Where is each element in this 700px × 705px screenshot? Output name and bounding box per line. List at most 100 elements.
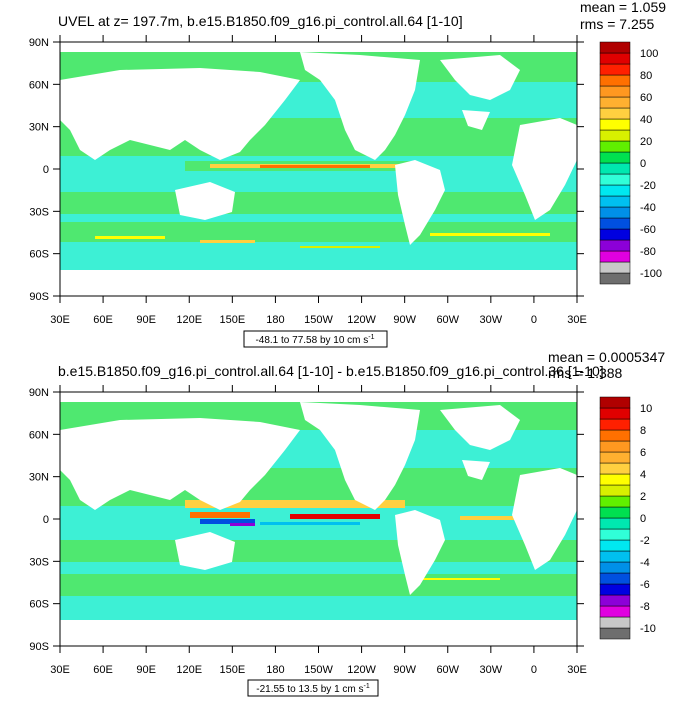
panel-1-range-box xyxy=(243,330,388,348)
panel-1-range-text: -48.1 to 77.58 by 10 cm s-1 xyxy=(255,334,374,346)
colorbar-bin xyxy=(599,107,631,120)
colorbar-bin xyxy=(599,506,631,519)
lat-label: 60N xyxy=(29,79,49,91)
lon-label: 120E xyxy=(176,664,202,676)
panel-1-title: UVEL at z= 197.7m, b.e15.B1850.f09_g16.p… xyxy=(58,13,463,29)
panel-2-title: b.e15.B1850.f09_g16.pi_control.all.64 [1… xyxy=(58,363,604,379)
colorbar-bin xyxy=(599,96,631,109)
colorbar-bin xyxy=(599,594,631,607)
colorbar-bin xyxy=(599,605,631,618)
lat-label: 60N xyxy=(29,429,49,441)
lon-label: 150E xyxy=(219,664,245,676)
lon-label: 120W xyxy=(347,314,376,326)
lon-label: 120W xyxy=(347,664,376,676)
colorbar-bin xyxy=(599,250,631,263)
lat-label: 60S xyxy=(29,599,49,611)
colorbar-label: 40 xyxy=(640,114,652,126)
colorbar-bin xyxy=(599,550,631,563)
colorbar-label: -40 xyxy=(640,202,656,214)
colorbar-label: 60 xyxy=(640,92,652,104)
lon-label: 30E xyxy=(567,664,587,676)
lat-label: 60S xyxy=(29,249,49,261)
colorbar-bin xyxy=(599,396,631,409)
lon-label: 150E xyxy=(219,314,245,326)
lon-label: 30W xyxy=(480,664,503,676)
colorbar-label: -60 xyxy=(640,224,656,236)
colorbar-bin xyxy=(599,462,631,475)
colorbar-label: -2 xyxy=(640,535,650,547)
colorbar-bin xyxy=(599,217,631,230)
colorbar-bin xyxy=(599,429,631,442)
colorbar-bin xyxy=(599,140,631,153)
colorbar-label: 2 xyxy=(640,491,646,503)
lon-label: 30E xyxy=(567,314,587,326)
colorbar-bin xyxy=(599,261,631,274)
lon-label: 180 xyxy=(266,314,284,326)
colorbar-bin xyxy=(599,440,631,453)
colorbar-bin xyxy=(599,583,631,596)
colorbar-bin xyxy=(599,74,631,87)
lon-label: 180 xyxy=(266,664,284,676)
colorbar-bin xyxy=(599,162,631,175)
colorbar-label: 0 xyxy=(640,158,646,170)
colorbar-bin xyxy=(599,561,631,574)
panel-1-colorbar xyxy=(599,41,631,285)
lon-label: 30W xyxy=(480,314,503,326)
lon-label: 90E xyxy=(136,314,156,326)
colorbar-bin xyxy=(599,572,631,585)
colorbar-bin xyxy=(599,41,631,54)
colorbar-bin xyxy=(599,184,631,197)
panel-2-lat-axis: 90N 60N 30N 0 30S 60S 90S xyxy=(29,387,584,653)
panel-2-range-text: -21.55 to 13.5 by 1 cm s-1 xyxy=(256,683,370,695)
colorbar-bin xyxy=(599,151,631,164)
lat-label: 90S xyxy=(29,291,49,303)
lat-label: 90S xyxy=(29,641,49,653)
panel-2-colorbar-labels: 10 8 6 4 2 0 -2 -4 -6 -8 -10 xyxy=(640,403,656,635)
lat-label: 30N xyxy=(29,472,49,484)
colorbar-bin xyxy=(599,539,631,552)
panel-1-lat-axis: 90N 60N 30N 0 30S 60S 90S xyxy=(29,37,584,303)
colorbar-label: -20 xyxy=(640,180,656,192)
panel-2-land xyxy=(60,402,577,646)
colorbar-bin xyxy=(599,118,631,131)
lon-label: 0 xyxy=(531,314,537,326)
panel-1-colorbar-labels: 100 80 60 40 20 0 -20 -40 -60 -80 -100 xyxy=(640,48,662,280)
colorbar-label: 20 xyxy=(640,136,652,148)
colorbar-bin xyxy=(599,627,631,640)
colorbar-bin xyxy=(599,173,631,186)
panel-1-map xyxy=(60,42,577,296)
colorbar-bin xyxy=(599,616,631,629)
lon-label: 90W xyxy=(393,664,416,676)
panel-1-rms: rms = 7.255 xyxy=(580,16,655,32)
colorbar-label: 100 xyxy=(640,48,658,60)
colorbar-bin xyxy=(599,451,631,464)
colorbar-bin xyxy=(599,85,631,98)
colorbar-label: 80 xyxy=(640,70,652,82)
lat-label: 30S xyxy=(29,206,49,218)
lon-label: 120E xyxy=(176,314,202,326)
colorbar-bin xyxy=(599,239,631,252)
colorbar-bin xyxy=(599,473,631,486)
lat-label: 0 xyxy=(43,164,49,176)
panel-1-lon-axis: 30E 60E 90E 120E 150E 180 150W 120W 90W 60W 30W 0 30… xyxy=(50,35,587,326)
lon-label: 30E xyxy=(50,664,70,676)
lat-label: 30N xyxy=(29,122,49,134)
panel-2-colorbar xyxy=(599,396,631,640)
colorbar-label: -8 xyxy=(640,601,650,613)
colorbar-bin xyxy=(599,228,631,241)
colorbar-label: -10 xyxy=(640,623,656,635)
colorbar-bin xyxy=(599,195,631,208)
lat-label: 90N xyxy=(29,387,49,399)
panel-1-mean: mean = 1.059 xyxy=(580,0,666,15)
colorbar-bin xyxy=(599,418,631,431)
colorbar-label: -80 xyxy=(640,246,656,258)
colorbar-label: -100 xyxy=(640,268,662,280)
lon-label: 60W xyxy=(436,664,459,676)
colorbar-label: 4 xyxy=(640,469,646,481)
lat-label: 0 xyxy=(43,514,49,526)
panel-2-range-box xyxy=(247,679,379,697)
colorbar-bin xyxy=(599,495,631,508)
panel-2: b.e15.B1850.f09_g16.pi_control.all.64 [1… xyxy=(29,349,665,697)
lon-label: 30E xyxy=(50,314,70,326)
